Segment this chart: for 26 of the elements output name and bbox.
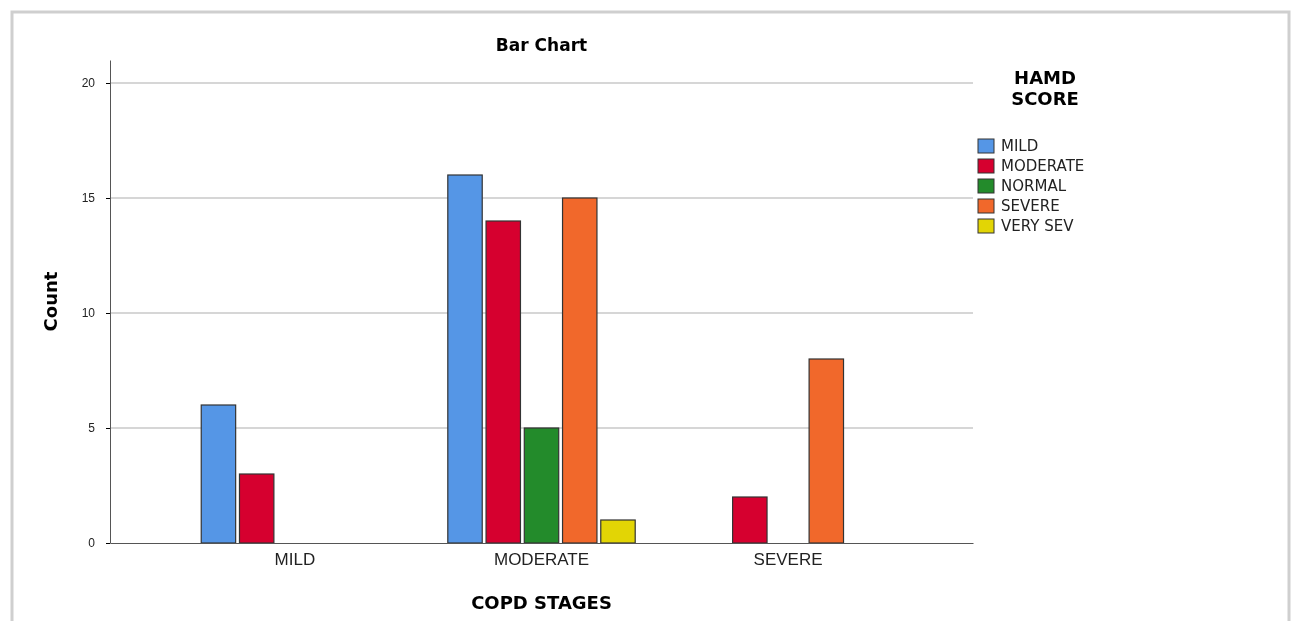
- bar: [238, 473, 275, 544]
- legend-label: MILD: [1001, 137, 1039, 155]
- chart-title: Bar Chart: [495, 35, 588, 55]
- y-tick-label: 0: [88, 536, 96, 551]
- x-axis-title: COPD STAGES: [471, 592, 612, 613]
- bar: [732, 496, 768, 544]
- bar: [561, 197, 598, 544]
- x-tick-label: SEVERE: [753, 549, 823, 569]
- bar: [485, 220, 522, 544]
- y-tick-label: 10: [81, 306, 96, 321]
- bar: [200, 404, 237, 544]
- legend-label: SEVERE: [1001, 197, 1060, 215]
- y-tick-label: 20: [81, 76, 96, 91]
- bar: [808, 358, 845, 544]
- y-axis-title: Count: [40, 271, 61, 332]
- y-tick-label: 5: [88, 421, 96, 436]
- legend-label: VERY SEV: [1001, 217, 1075, 235]
- bar: [600, 519, 636, 544]
- x-tick-label: MILD: [274, 549, 316, 569]
- x-tick-label: MODERATE: [493, 549, 590, 569]
- legend-title: HAMD SCORE: [1011, 67, 1079, 109]
- bar: [523, 427, 560, 544]
- legend-label: NORMAL: [1001, 177, 1067, 195]
- y-tick-label: 15: [81, 191, 96, 206]
- legend-label: MODERATE: [1001, 157, 1085, 175]
- bar: [447, 174, 483, 544]
